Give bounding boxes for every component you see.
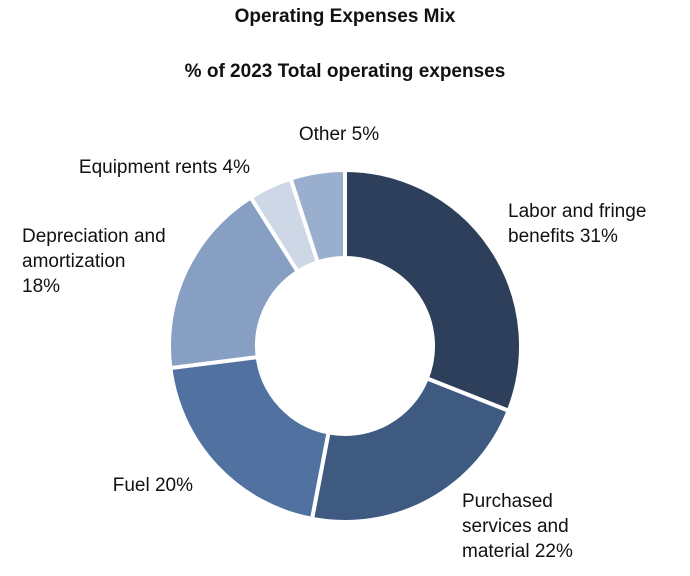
donut-slice xyxy=(168,354,331,522)
slice-label: Labor and fringe benefits 31% xyxy=(508,201,646,247)
chart-subtitle: % of 2023 Total operating expenses xyxy=(184,61,506,82)
slice-label: Purchased services and material 22% xyxy=(462,491,573,562)
slice-label: Depreciation and amortization 18% xyxy=(22,226,166,297)
slice-label: Equipment rents 4% xyxy=(79,157,250,178)
slice-label: Fuel 20% xyxy=(113,475,193,496)
donut-slice xyxy=(309,375,512,524)
donut-slice xyxy=(343,167,523,414)
donut-slice xyxy=(288,167,347,265)
chart-title: Operating Expenses Mix xyxy=(234,6,456,27)
slice-label: Other 5% xyxy=(299,124,379,145)
donut-slice xyxy=(167,194,301,371)
